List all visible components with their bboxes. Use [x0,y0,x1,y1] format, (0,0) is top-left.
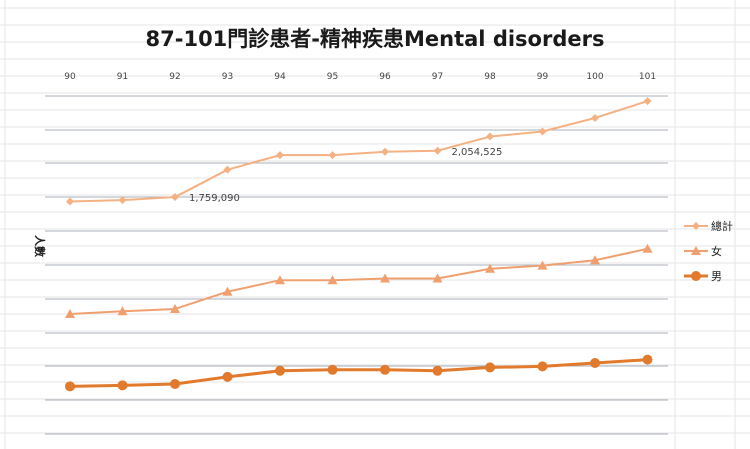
data-point [275,275,285,285]
data-label: 1,759,090 [189,193,240,204]
data-point [381,147,389,156]
data-point [485,362,495,373]
data-point [117,306,128,316]
data-point [433,146,442,155]
data-point [171,193,179,202]
legend-swatch-marker [691,246,701,255]
data-labels: 1,759,090 2,054,525 [189,147,502,204]
data-point [66,197,74,206]
x-tick-label: 90 [64,72,76,82]
data-point [65,381,75,392]
data-point [275,365,285,376]
data-point [380,273,390,283]
data-point [537,361,548,372]
x-axis-ticks: 90 91 92 93 94 95 96 97 98 99 100 101 [64,72,656,82]
legend-label: 男 [711,270,722,283]
data-point [591,113,599,122]
data-point [117,380,128,391]
data-point [65,309,75,319]
data-point [327,364,338,375]
data-point [590,255,600,265]
x-tick-label: 94 [274,72,286,82]
legend-label: 總計 [711,219,733,233]
data-point [170,378,180,389]
data-point [222,371,233,382]
data-point [170,303,180,313]
x-tick-label: 91 [117,72,128,82]
data-point [485,263,495,273]
series-1 [65,243,653,319]
y-axis-label: 人數 [33,235,47,257]
series-layer [65,97,653,392]
data-point [118,196,127,205]
chart-title: 87-101門診患者-精神疾患Mental disorders [146,27,605,51]
series-line [69,100,648,203]
x-tick-label: 96 [379,72,391,82]
data-point [486,132,494,141]
x-tick-label: 92 [169,72,180,82]
legend-entry: 女 [684,244,722,258]
series-line [69,358,648,388]
x-tick-label: 100 [586,72,603,82]
data-point [642,243,653,253]
legend-swatch-marker [691,271,701,281]
legend-entry: 男 [684,270,722,283]
data-point [590,358,600,369]
legend-swatch-marker [692,222,700,230]
data-point [432,365,443,376]
x-tick-label: 99 [537,72,549,82]
data-point [276,151,284,160]
data-point [328,151,337,160]
data-point [380,364,390,375]
x-tick-label: 97 [432,72,443,82]
data-point [642,354,653,365]
data-point [643,97,652,106]
data-point [327,275,338,285]
data-point [538,127,547,136]
series-2 [65,354,653,392]
x-tick-label: 98 [484,72,496,82]
series-0 [66,97,652,206]
legend-entry: 總計 [684,219,733,233]
data-point [432,273,443,283]
data-point [223,165,232,174]
series-line [69,247,648,316]
data-label: 2,054,525 [452,147,503,158]
x-tick-label: 93 [222,72,233,82]
legend-label: 女 [711,244,722,258]
data-point [537,260,548,270]
x-tick-label: 95 [327,72,338,82]
data-point [222,286,233,296]
x-tick-label: 101 [639,72,656,82]
chart-gridlines [45,95,668,435]
